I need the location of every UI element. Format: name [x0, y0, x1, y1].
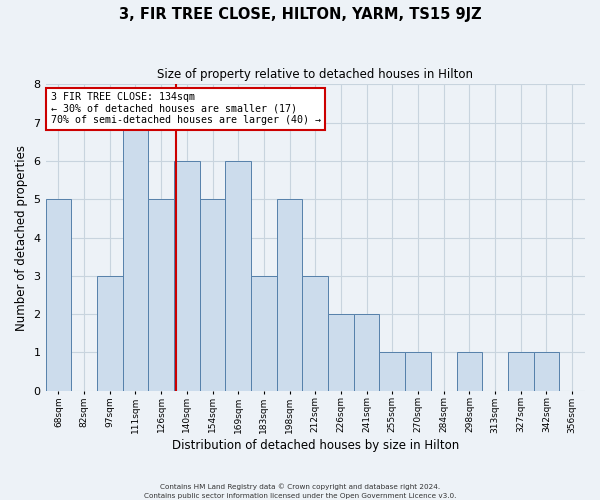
Y-axis label: Number of detached properties: Number of detached properties [15, 144, 28, 330]
Bar [200, 200, 226, 390]
Bar [508, 352, 533, 391]
Bar [46, 200, 71, 390]
Bar [328, 314, 354, 390]
Bar [302, 276, 328, 390]
Bar [457, 352, 482, 391]
Title: Size of property relative to detached houses in Hilton: Size of property relative to detached ho… [157, 68, 473, 80]
Text: Contains HM Land Registry data © Crown copyright and database right 2024.
Contai: Contains HM Land Registry data © Crown c… [144, 484, 456, 499]
Text: 3 FIR TREE CLOSE: 134sqm
← 30% of detached houses are smaller (17)
70% of semi-d: 3 FIR TREE CLOSE: 134sqm ← 30% of detach… [51, 92, 321, 126]
Bar [97, 276, 122, 390]
Text: 3, FIR TREE CLOSE, HILTON, YARM, TS15 9JZ: 3, FIR TREE CLOSE, HILTON, YARM, TS15 9J… [119, 8, 481, 22]
X-axis label: Distribution of detached houses by size in Hilton: Distribution of detached houses by size … [172, 440, 459, 452]
Bar [277, 200, 302, 390]
Bar [405, 352, 431, 391]
Bar [251, 276, 277, 390]
Bar [174, 161, 200, 390]
Bar [533, 352, 559, 391]
Bar [379, 352, 405, 391]
Bar [226, 161, 251, 390]
Bar [354, 314, 379, 390]
Bar [148, 200, 174, 390]
Bar [122, 122, 148, 390]
